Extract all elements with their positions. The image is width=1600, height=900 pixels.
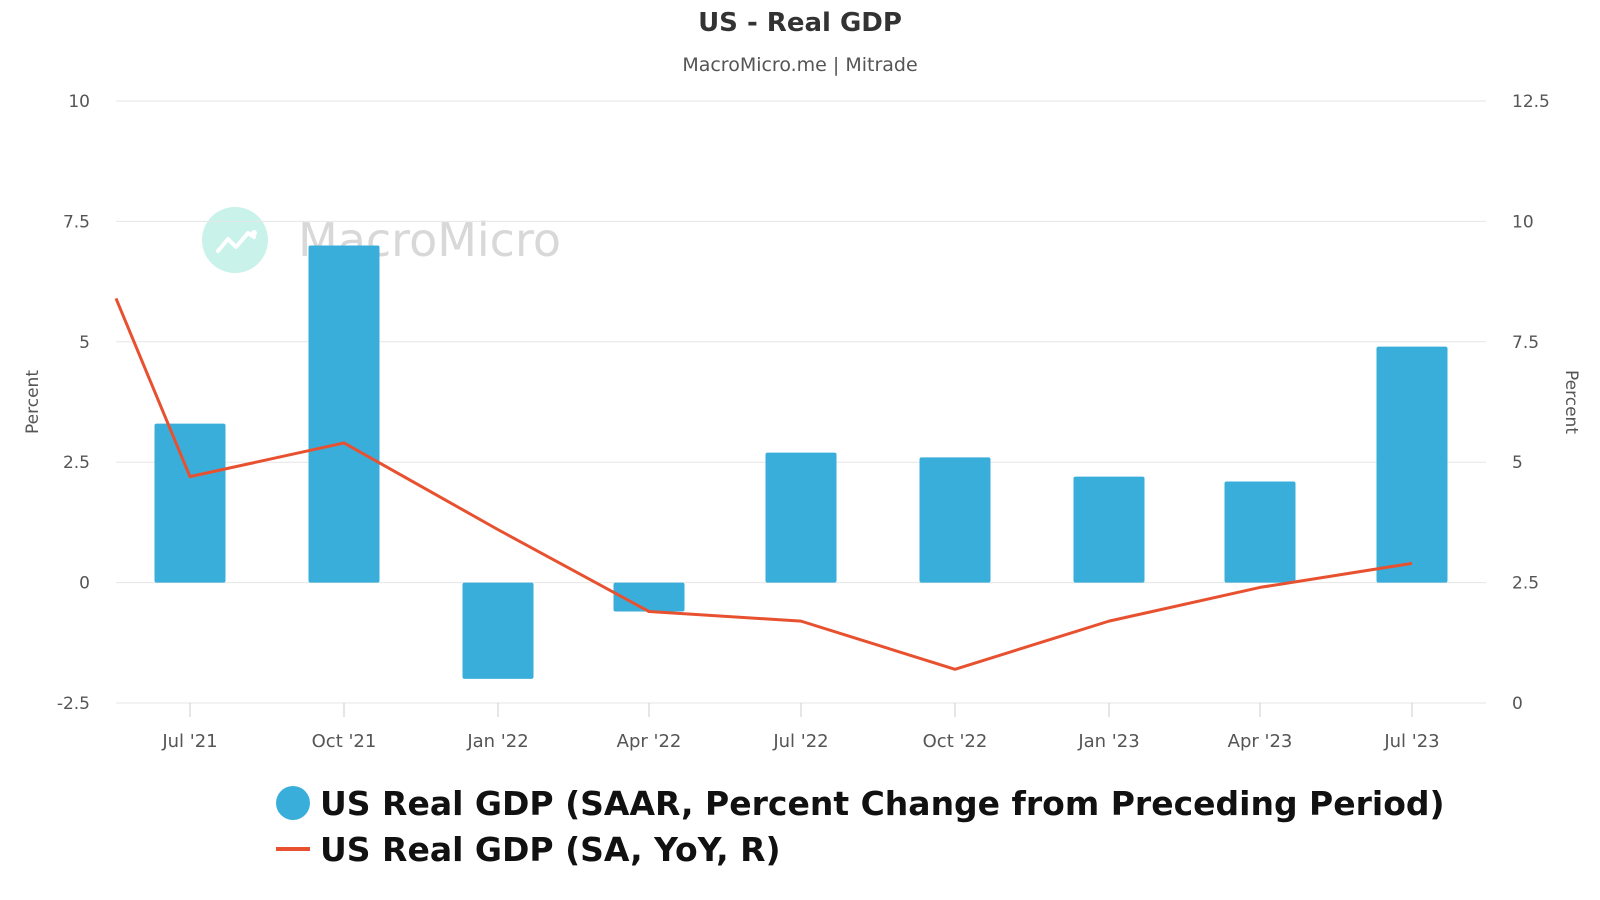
left-tick-label: -2.5 [57, 694, 90, 714]
right-axis-label: Percent [1561, 370, 1581, 434]
legend-label-bar: US Real GDP (SAAR, Percent Change from P… [320, 783, 1445, 823]
right-tick-label: 2.5 [1512, 574, 1539, 594]
yoy-line [114, 297, 1413, 671]
chart-subtitle: MacroMicro.me | Mitrade [682, 54, 918, 76]
macromicro-logo-icon [202, 207, 268, 273]
bar [1376, 346, 1448, 583]
line-series [114, 297, 1413, 671]
left-axis-label: Percent [23, 370, 43, 434]
legend: US Real GDP (SAAR, Percent Change from P… [276, 780, 1445, 872]
left-tick-label: 2.5 [63, 453, 90, 473]
right-tick-label: 0 [1512, 694, 1523, 714]
bar [1224, 481, 1296, 583]
left-axis-ticks: -2.5 0 2.5 5 7.5 10 [57, 92, 90, 714]
bar-series [154, 245, 1448, 679]
bar [154, 423, 226, 583]
x-tick-label: Jan '23 [1077, 731, 1139, 752]
right-tick-label: 7.5 [1512, 333, 1539, 353]
bar [462, 582, 534, 679]
bar [308, 245, 380, 583]
x-tick-label: Jan '22 [466, 731, 528, 752]
x-tick-label: Oct '22 [923, 731, 988, 752]
x-axis-ticks: Jul '21 Oct '21 Jan '22 Apr '22 Jul '22 Oct '… [161, 703, 1440, 752]
x-tick-label: Apr '23 [1228, 731, 1293, 752]
bar [613, 582, 685, 612]
chart-title: US - Real GDP [698, 8, 902, 38]
x-tick-label: Jul '21 [161, 731, 217, 752]
right-axis-ticks: 0 2.5 5 7.5 10 12.5 [1512, 92, 1550, 714]
right-tick-label: 12.5 [1512, 92, 1550, 112]
left-tick-label: 7.5 [63, 212, 90, 232]
legend-bar-marker [276, 786, 310, 820]
right-tick-label: 5 [1512, 453, 1523, 473]
right-tick-label: 10 [1512, 212, 1534, 232]
left-tick-label: 10 [68, 92, 90, 112]
legend-item-bar[interactable]: US Real GDP (SAAR, Percent Change from P… [276, 780, 1445, 826]
bar [919, 457, 991, 583]
left-tick-label: 0 [79, 574, 90, 594]
bar [765, 452, 837, 583]
left-tick-label: 5 [79, 333, 90, 353]
x-tick-label: Jul '23 [1383, 731, 1439, 752]
x-tick-label: Oct '21 [312, 731, 377, 752]
x-tick-label: Apr '22 [617, 731, 682, 752]
legend-label-line: US Real GDP (SA, YoY, R) [320, 829, 781, 869]
bar [1073, 476, 1145, 583]
x-tick-label: Jul '22 [772, 731, 828, 752]
legend-line-marker [276, 847, 310, 851]
legend-item-line[interactable]: US Real GDP (SA, YoY, R) [276, 826, 1445, 872]
